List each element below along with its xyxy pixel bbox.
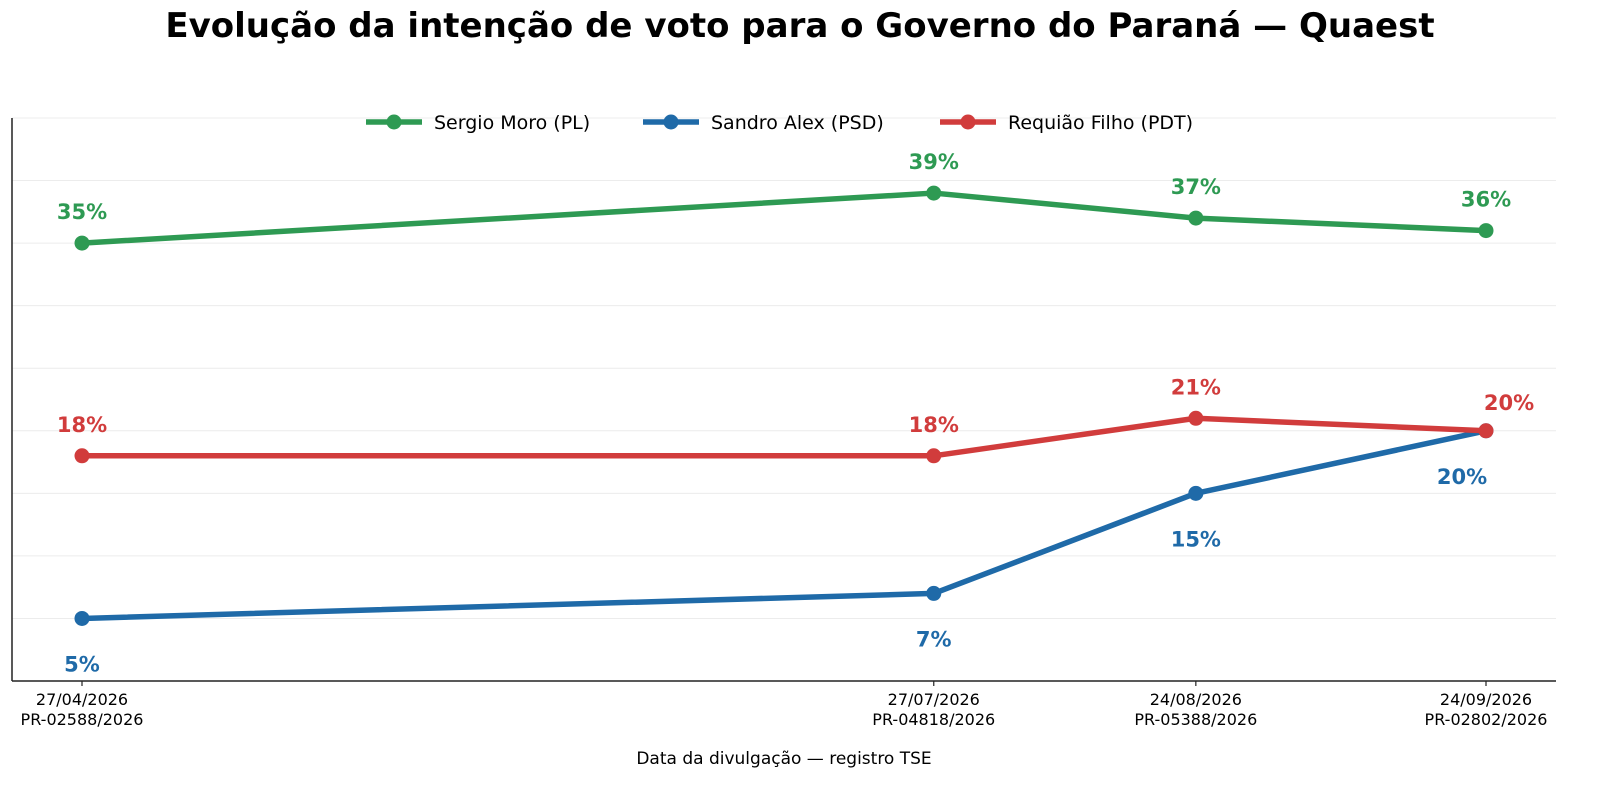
x-tick-label: PR-04818/2026 (872, 710, 995, 729)
legend: Sergio Moro (PL) Sandro Alex (PSD) Requião… (366, 112, 1193, 134)
data-label: 20% (1484, 391, 1534, 415)
data-label: 37% (1171, 175, 1221, 199)
data-label: 18% (909, 413, 959, 437)
chart-title: Evolução da intenção de voto para o Gove… (165, 6, 1435, 46)
data-label: 36% (1461, 188, 1511, 212)
data-point (1478, 423, 1494, 439)
series-line (79, 415, 1489, 459)
series-line (79, 428, 1489, 622)
legend-label: Sandro Alex (PSD) (711, 112, 884, 134)
legend-marker (960, 114, 976, 130)
data-point (926, 185, 942, 201)
legend-marker (386, 114, 402, 130)
data-label: 18% (57, 413, 107, 437)
data-labels: 35% 39% 37% 36% 5% 7% 15% 20% 18% 18% 21% 20% (57, 150, 1534, 676)
x-tick-label: PR-02588/2026 (21, 710, 144, 729)
x-tick-label: 27/07/2026 (888, 690, 980, 709)
legend-label: Sergio Moro (PL) (434, 112, 590, 134)
data-point (1478, 223, 1494, 239)
data-point (926, 585, 942, 601)
data-point (74, 610, 90, 626)
x-tick-label: PR-05388/2026 (1134, 710, 1257, 729)
data-point (1188, 485, 1204, 501)
data-point (1188, 410, 1204, 426)
data-label: 5% (64, 652, 100, 676)
gridlines (12, 117, 1556, 619)
data-label: 35% (57, 200, 107, 224)
series-lines (74, 185, 1494, 626)
data-point (926, 448, 942, 464)
data-label: 15% (1171, 527, 1221, 551)
legend-marker (663, 114, 679, 130)
series-line (79, 190, 1489, 246)
data-label: 39% (909, 150, 959, 174)
data-point (1188, 210, 1204, 226)
legend-label: Requião Filho (PDT) (1008, 112, 1193, 134)
x-tick-label: PR-02802/2026 (1425, 710, 1548, 729)
data-point (74, 235, 90, 251)
x-tick-label: 24/08/2026 (1150, 690, 1242, 709)
data-label: 20% (1437, 465, 1487, 489)
data-label: 21% (1171, 375, 1221, 399)
data-point (74, 448, 90, 464)
axes (11, 118, 1556, 682)
x-tick-label: 27/04/2026 (36, 690, 128, 709)
x-tick-label: 24/09/2026 (1440, 690, 1532, 709)
x-axis-label: Data da divulgação — registro TSE (636, 749, 931, 769)
data-label: 7% (916, 627, 952, 651)
